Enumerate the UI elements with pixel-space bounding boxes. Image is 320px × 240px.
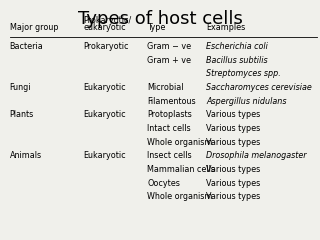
Text: eukaryotic: eukaryotic bbox=[83, 24, 126, 32]
Text: Major group: Major group bbox=[10, 24, 58, 32]
Text: Filamentous: Filamentous bbox=[147, 97, 196, 106]
Text: Whole organism: Whole organism bbox=[147, 138, 212, 147]
Text: Drosophila melanogaster: Drosophila melanogaster bbox=[206, 151, 307, 161]
Text: Microbial: Microbial bbox=[147, 83, 184, 92]
Text: Type: Type bbox=[147, 24, 165, 32]
Text: Intact cells: Intact cells bbox=[147, 124, 191, 133]
Text: Eukaryotic: Eukaryotic bbox=[83, 110, 126, 120]
Text: Whole organism: Whole organism bbox=[147, 192, 212, 202]
Text: Various types: Various types bbox=[206, 110, 261, 120]
Text: Eukaryotic: Eukaryotic bbox=[83, 83, 126, 92]
Text: Various types: Various types bbox=[206, 165, 261, 174]
Text: Various types: Various types bbox=[206, 124, 261, 133]
Text: Prokaryotic/: Prokaryotic/ bbox=[83, 16, 132, 25]
Text: Examples: Examples bbox=[206, 24, 246, 32]
Text: Bacteria: Bacteria bbox=[10, 42, 43, 51]
Text: Animals: Animals bbox=[10, 151, 42, 161]
Text: Escherichia coli: Escherichia coli bbox=[206, 42, 268, 51]
Text: Saccharomyces cerevisiae: Saccharomyces cerevisiae bbox=[206, 83, 312, 92]
Text: Gram − ve: Gram − ve bbox=[147, 42, 191, 51]
Text: Various types: Various types bbox=[206, 138, 261, 147]
Text: Various types: Various types bbox=[206, 192, 261, 202]
Text: Fungi: Fungi bbox=[10, 83, 31, 92]
Text: Aspergillus nidulans: Aspergillus nidulans bbox=[206, 97, 287, 106]
Text: Streptomyces spp.: Streptomyces spp. bbox=[206, 69, 281, 78]
Text: Types of host cells: Types of host cells bbox=[77, 10, 243, 28]
Text: Bacillus subtilis: Bacillus subtilis bbox=[206, 56, 268, 65]
Text: Mammalian cells: Mammalian cells bbox=[147, 165, 215, 174]
Text: Eukaryotic: Eukaryotic bbox=[83, 151, 126, 161]
Text: Oocytes: Oocytes bbox=[147, 179, 180, 188]
Text: Protoplasts: Protoplasts bbox=[147, 110, 192, 120]
Text: Various types: Various types bbox=[206, 179, 261, 188]
Text: Gram + ve: Gram + ve bbox=[147, 56, 191, 65]
Text: Prokaryotic: Prokaryotic bbox=[83, 42, 129, 51]
Text: Insect cells: Insect cells bbox=[147, 151, 192, 161]
Text: Plants: Plants bbox=[10, 110, 34, 120]
